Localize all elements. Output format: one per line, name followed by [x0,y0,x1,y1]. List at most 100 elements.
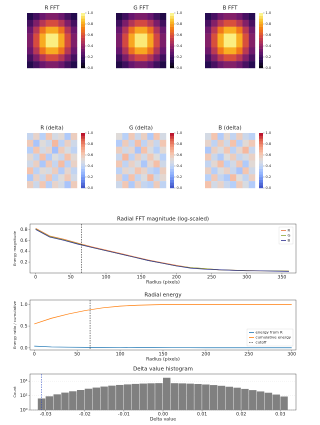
heat-cell [147,174,154,182]
colorbar-slice [170,146,174,150]
y-tick-label: 0.4 [20,249,27,255]
x-tick-label: 0.03 [275,412,285,418]
panel-title: G (delta) [129,126,153,132]
heat-cell [27,40,34,48]
colorbar-label: 0.6 [266,33,272,37]
colorbar-slice [259,65,263,69]
colorbar-slice [81,141,85,145]
colorbar-slice [81,29,85,33]
heat-cell [230,167,237,175]
hist-bar [209,385,218,410]
colorbar-label: 0.6 [177,153,183,157]
heat-cell [230,26,237,34]
heat-cell [27,133,34,141]
heat-cell [116,133,123,141]
heat-cell [248,13,256,21]
colorbar-slice [170,168,174,172]
heat-cell [64,47,71,55]
heat-cell [122,181,129,189]
colorbar-slice [170,174,174,178]
heat-cell [242,13,249,21]
hist-bar [241,388,249,410]
heat-cell [58,40,65,48]
heat-cell [223,160,231,168]
heat-cell [70,19,78,27]
heat-cell [122,160,129,168]
colorbar-slice [170,182,174,186]
hist-bar [53,394,61,410]
hist-bar [178,383,187,410]
heat-cell [242,139,249,147]
colorbar-slice [170,13,174,16]
heat-cell [153,54,160,62]
heat-cell [205,133,212,141]
colorbar-label: 0.0 [266,66,272,70]
heat-cell [141,33,148,41]
colorbar-label: 0.0 [177,66,183,70]
heat-cell [52,54,59,62]
heat-cell [236,61,243,69]
heat-cell [27,167,34,175]
colorbar-slice [259,40,263,44]
heat-cell [33,174,40,182]
heat-cell [45,61,53,69]
colorbar-label: 0.4 [266,44,272,48]
colorbar-slice [259,149,263,153]
heat-cell [122,54,129,62]
heat-cell [39,54,46,62]
heat-cell [39,160,46,168]
heat-cell [45,133,53,141]
heat-cell [64,153,71,161]
heat-cell [248,61,256,69]
heat-cell [134,19,142,27]
heat-cell [205,13,212,21]
colorbar-slice [259,21,263,25]
colorbar-label: 1.0 [88,11,94,15]
x-tick-label: 200 [172,275,181,281]
heat-cell [134,146,142,154]
heat-cell [205,19,212,27]
heat-cell [70,160,78,168]
heat-cell [147,139,154,147]
colorbar-slice [170,157,174,161]
colorbar-slice [81,24,85,27]
heat-cell [217,26,224,34]
heat-cell [205,54,212,62]
x-tick-label: 300 [242,275,251,281]
heat-cell [27,54,34,62]
hist-bar [92,387,101,410]
x-tick-label: 150 [137,275,146,281]
heat-cell [128,181,135,189]
hist-bar [139,383,147,410]
heat-cell [33,40,40,48]
colorbar-label: 0.8 [266,22,272,26]
heat-cell [153,160,160,168]
heat-cell [236,174,243,182]
colorbar-label: 0.4 [88,44,94,48]
colorbar-slice [81,144,85,147]
colorbar-slice [259,24,263,27]
hist-bar [249,390,257,410]
colorbar-label: 0.2 [88,55,94,59]
hist-bar [186,383,194,410]
heat-cell [236,47,243,55]
heat-cell [159,133,167,141]
heat-cell [64,40,71,48]
heat-cell [223,61,231,69]
heat-cell [116,139,123,147]
hist-bar [272,394,280,410]
heat-cell [70,133,78,141]
heat-cell [217,153,224,161]
heat-cell [128,33,135,41]
colorbar-slice [259,57,263,60]
heat-cell [223,139,231,147]
colorbar-slice [81,171,85,175]
heat-cell [70,40,78,48]
heat-cell [223,181,231,189]
heat-cell [242,146,249,154]
hist-bar [108,385,116,410]
heat-cell [159,160,167,168]
heat-cell [217,33,224,41]
heat-cell [236,146,243,154]
colorbar-slice [259,62,263,66]
